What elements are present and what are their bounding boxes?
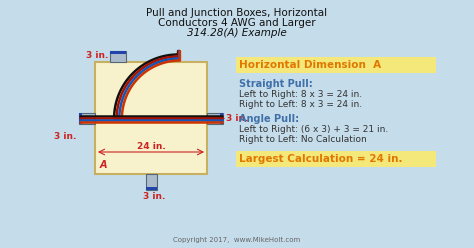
Bar (110, 51, 126, 54)
Bar (220, 113, 223, 124)
Text: 3 in.: 3 in. (143, 192, 166, 201)
Text: 3 in.: 3 in. (226, 114, 248, 123)
Text: Largest Calculation = 24 in.: Largest Calculation = 24 in. (239, 154, 402, 164)
Text: Angle Pull:: Angle Pull: (239, 114, 299, 124)
Text: 24 in.: 24 in. (137, 142, 165, 151)
Bar (236, 151, 436, 167)
Text: Conductors 4 AWG and Larger: Conductors 4 AWG and Larger (158, 18, 316, 28)
Bar (207, 113, 223, 124)
Bar (95, 62, 207, 174)
Bar (110, 51, 126, 62)
Text: Left to Right: (6 x 3) + 3 = 21 in.: Left to Right: (6 x 3) + 3 = 21 in. (239, 125, 388, 134)
Text: 3 in.: 3 in. (54, 132, 76, 141)
Bar (79, 113, 82, 124)
Text: Left to Right: 8 x 3 = 24 in.: Left to Right: 8 x 3 = 24 in. (239, 90, 362, 99)
Bar (79, 113, 95, 124)
Text: Right to Left: No Calculation: Right to Left: No Calculation (239, 135, 367, 144)
Bar (236, 57, 436, 73)
Bar (146, 174, 157, 190)
Text: 3 in.: 3 in. (86, 51, 108, 60)
Text: Right to Left: 8 x 3 = 24 in.: Right to Left: 8 x 3 = 24 in. (239, 100, 362, 109)
Text: Copyright 2017,  www.MikeHolt.com: Copyright 2017, www.MikeHolt.com (173, 237, 301, 243)
Text: Straight Pull:: Straight Pull: (239, 79, 313, 89)
Text: Horizontal Dimension  A: Horizontal Dimension A (239, 60, 381, 70)
Bar (146, 187, 157, 190)
Text: A: A (99, 160, 107, 170)
Text: 314.28(A) Example: 314.28(A) Example (187, 28, 287, 38)
Text: Pull and Junction Boxes, Horizontal: Pull and Junction Boxes, Horizontal (146, 8, 328, 18)
